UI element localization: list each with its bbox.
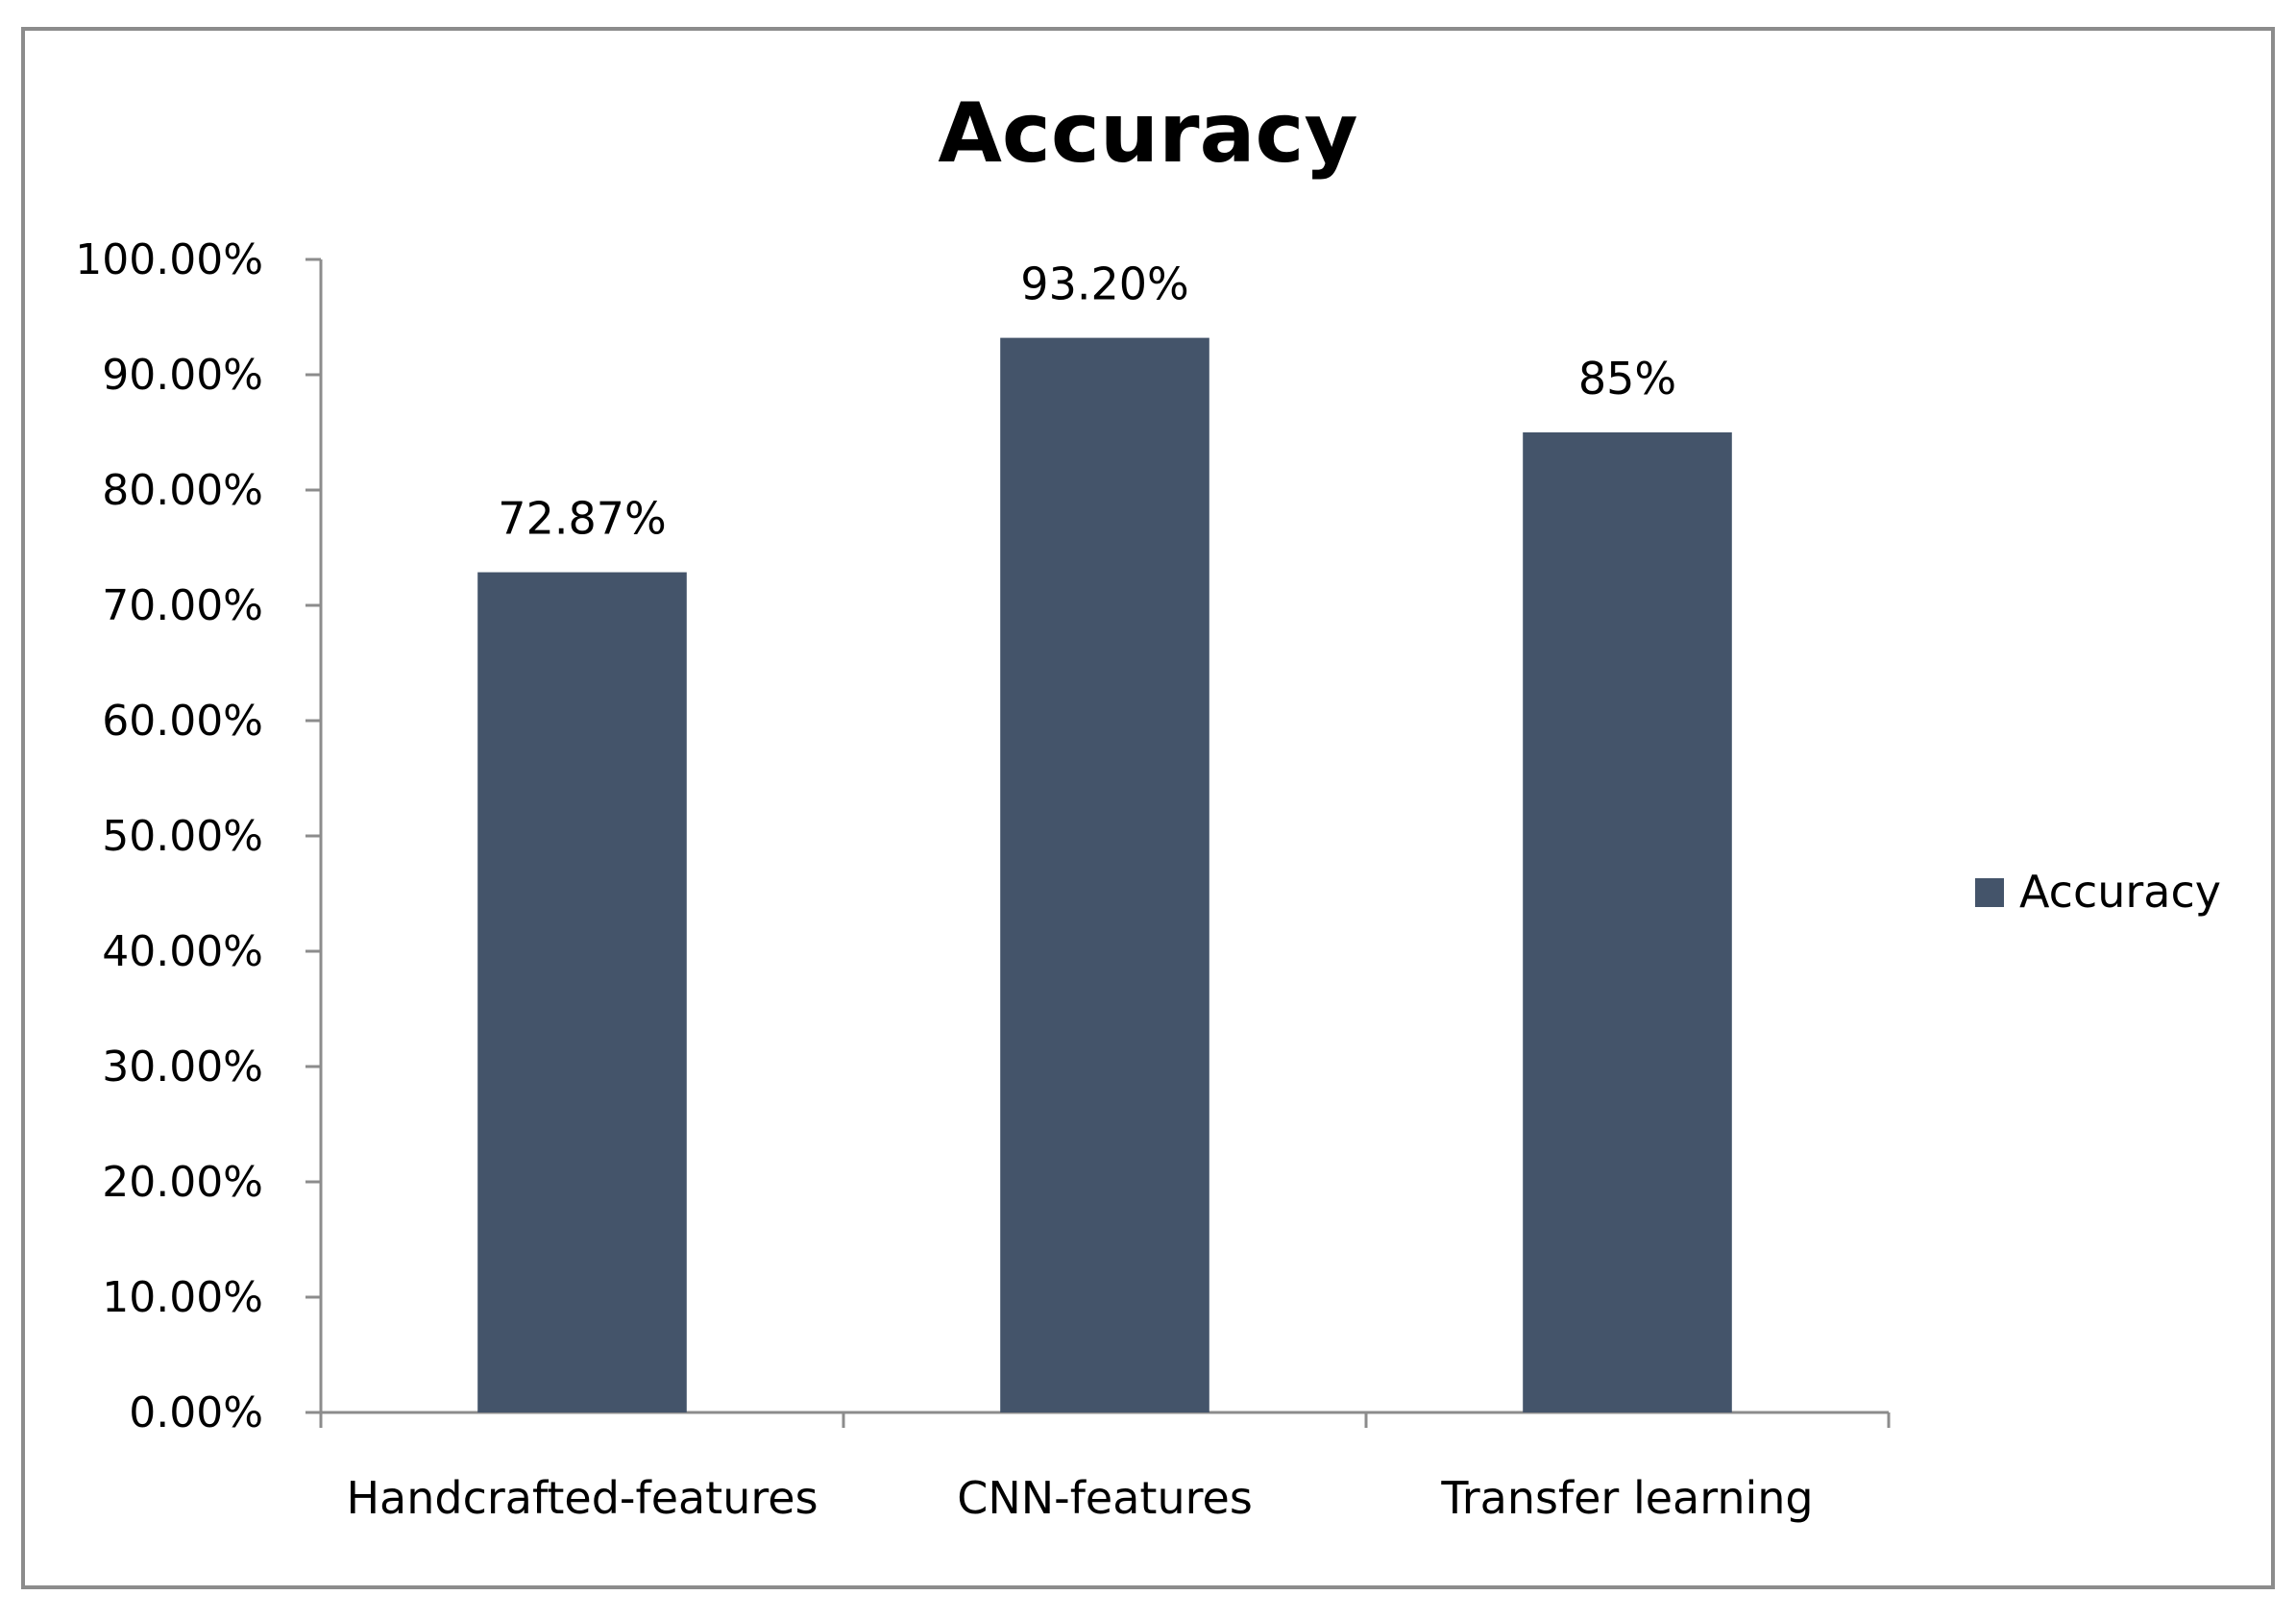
bar	[477, 572, 687, 1412]
y-tick-label: 80.00%	[102, 466, 263, 515]
y-tick-label: 70.00%	[102, 581, 263, 630]
y-tick-label: 20.00%	[102, 1158, 263, 1207]
bar	[1523, 432, 1732, 1412]
legend-swatch	[1975, 878, 2004, 907]
y-tick-label: 40.00%	[102, 927, 263, 976]
y-axis: 0.00% 10.00% 20.00% 30.00% 40.00% 50.00% 60.00…	[75, 235, 323, 1437]
x-category-label: Handcrafted-features	[346, 1472, 818, 1524]
y-tick-label: 10.00%	[102, 1273, 263, 1322]
bars: 72.87% 93.20% 85%	[477, 258, 1732, 1413]
bar-data-label: 72.87%	[498, 493, 666, 545]
y-tick-label: 90.00%	[102, 351, 263, 400]
y-tick-label: 100.00%	[75, 235, 263, 284]
y-tick-label: 30.00%	[102, 1043, 263, 1092]
chart-title: Accuracy	[938, 86, 1357, 182]
bar-data-label: 93.20%	[1020, 258, 1188, 310]
y-tick-label: 0.00%	[129, 1388, 263, 1437]
y-tick-label: 60.00%	[102, 697, 263, 746]
x-category-label: Transfer learning	[1440, 1472, 1813, 1524]
x-category-label: CNN-features	[957, 1472, 1253, 1524]
y-tick-label: 50.00%	[102, 812, 263, 861]
legend-label: Accuracy	[2019, 866, 2221, 918]
bar-data-label: 85%	[1578, 353, 1676, 405]
legend: Accuracy	[1975, 866, 2221, 918]
bar	[1000, 337, 1209, 1413]
